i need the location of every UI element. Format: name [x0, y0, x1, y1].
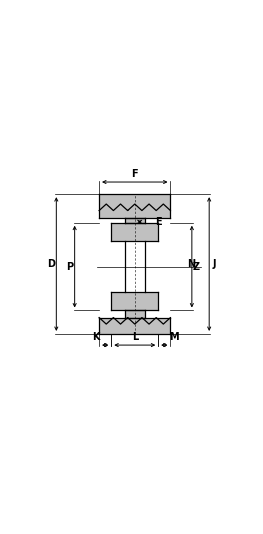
Text: P: P [67, 262, 74, 272]
Text: F: F [132, 169, 138, 179]
Text: N: N [187, 258, 195, 269]
Text: L: L [132, 333, 138, 342]
Bar [111, 292, 158, 310]
Text: D: D [47, 259, 55, 269]
Text: M: M [169, 333, 179, 342]
Text: Z: Z [193, 262, 200, 272]
Bar [125, 218, 145, 223]
Bar [99, 210, 170, 218]
Text: K: K [92, 333, 99, 342]
Text: J: J [212, 259, 216, 269]
Bar [125, 310, 145, 318]
Bar [99, 318, 170, 334]
Bar [111, 223, 158, 241]
Text: E: E [155, 217, 162, 227]
Bar [99, 194, 170, 210]
